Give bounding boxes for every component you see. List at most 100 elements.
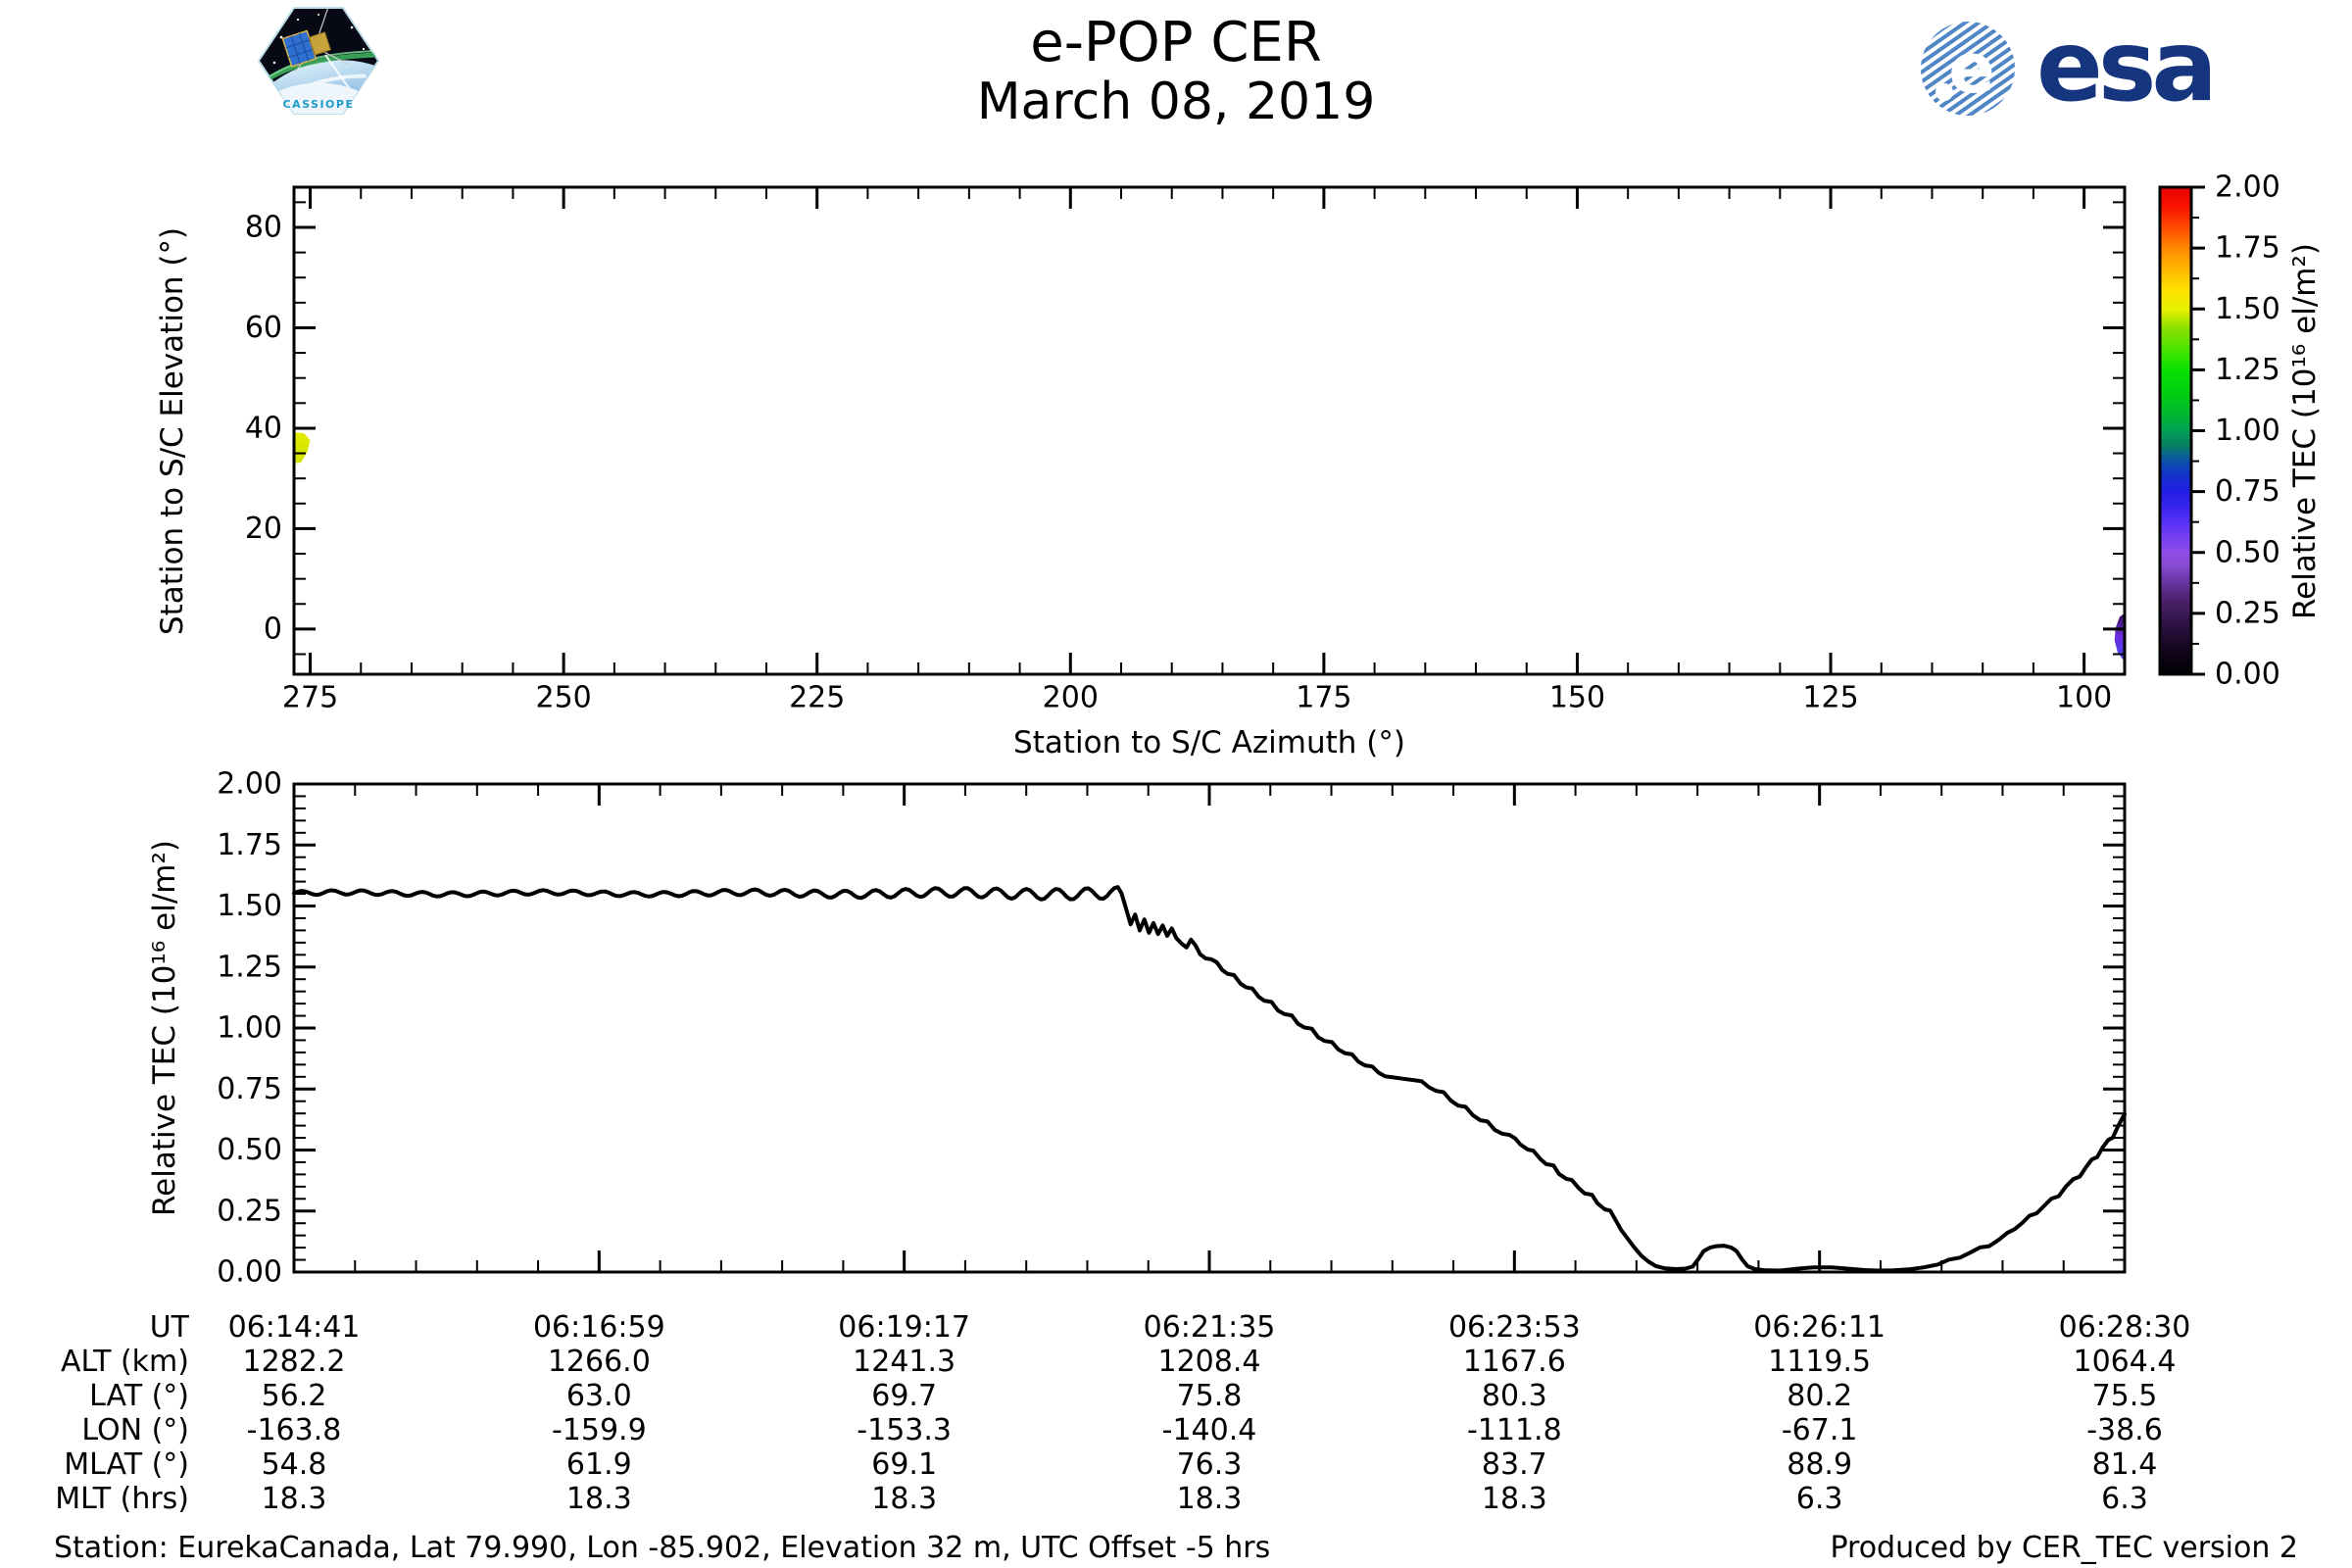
top-plot-y-ticks: 0 20 40 60 80 [245, 201, 2125, 656]
colorbar-label: Relative TEC (10¹⁶ el/m²) [2287, 243, 2323, 619]
top-plot-x-ticks: 275 250 225 200 175 150 125 100 [282, 187, 2112, 715]
table-cell: -163.8 [246, 1413, 342, 1447]
table-cell: 54.8 [261, 1447, 327, 1482]
table-row-label: LON (°) [81, 1413, 189, 1447]
colorbar-gradient [2160, 187, 2191, 674]
bottom-y-tick-label: 0.25 [217, 1194, 282, 1228]
colorbar-tick-label: 0.75 [2215, 474, 2280, 509]
top-x-tick-label: 200 [1043, 681, 1099, 715]
table-cell: 80.3 [1481, 1379, 1547, 1413]
top-x-tick-label: 250 [535, 681, 591, 715]
page-subtitle: March 08, 2019 [976, 73, 1376, 131]
table-cell: 83.7 [1481, 1447, 1547, 1482]
top-plot-xlabel: Station to S/C Azimuth (°) [1013, 725, 1405, 760]
esa-dot [1936, 83, 1953, 101]
beam [324, 54, 353, 93]
table-cell: 69.1 [871, 1447, 938, 1482]
logo-bottom-band [278, 82, 359, 114]
colorbar-tick-label: 0.00 [2215, 658, 2280, 692]
top-x-tick-label: 225 [789, 681, 845, 715]
table-row-label: MLT (hrs) [55, 1482, 189, 1516]
table-cell: 75.8 [1176, 1379, 1243, 1413]
table-cell: 88.9 [1787, 1447, 1853, 1482]
table-cell: 6.3 [2101, 1482, 2148, 1516]
table-cell: -67.1 [1781, 1413, 1858, 1447]
table-cell: 18.3 [871, 1482, 938, 1516]
table-cell: 18.3 [1481, 1482, 1547, 1516]
table-cell: 06:16:59 [532, 1310, 665, 1345]
top-y-tick-label: 20 [245, 512, 282, 546]
bottom-y-tick-label: 1.00 [217, 1011, 282, 1046]
colorbar-tick-label: 0.25 [2215, 596, 2280, 630]
colorbar-tick-label: 1.75 [2215, 231, 2280, 266]
top-y-tick-label: 60 [245, 311, 282, 345]
footer-produced-by: Produced by CER_TEC version 2 [1830, 1531, 2298, 1565]
colorbar-tick-label: 0.50 [2215, 535, 2280, 569]
satellite [281, 8, 350, 73]
table-cell: 63.0 [565, 1379, 632, 1413]
table-cell: 06:23:53 [1447, 1310, 1581, 1345]
top-x-tick-label: 175 [1296, 681, 1351, 715]
esa-logo: e [1921, 22, 2015, 116]
colorbar-tick-label: 2.00 [2215, 171, 2280, 205]
table-cell: 06:21:35 [1143, 1310, 1276, 1345]
table-cell: 76.3 [1176, 1447, 1243, 1482]
table-cell: -140.4 [1161, 1413, 1257, 1447]
table-cell: 1241.3 [853, 1345, 956, 1379]
top-y-tick-label: 80 [245, 210, 282, 244]
top-y-tick-label: 40 [245, 411, 282, 445]
table-cell: 06:14:41 [227, 1310, 361, 1345]
table-cell: 1167.6 [1462, 1345, 1566, 1379]
table-cell: 06:28:30 [2058, 1310, 2191, 1345]
bottom-y-tick-label: 0.75 [217, 1072, 282, 1106]
table-cell: 61.9 [565, 1447, 632, 1482]
top-plot-ylabel: Station to S/C Elevation (°) [155, 226, 190, 636]
page-title: e-POP CER [1030, 11, 1322, 74]
bottom-plot-y-ticks: 0.00 0.25 0.50 0.75 1.00 1.25 1.50 1.75 2.00 [217, 767, 2125, 1290]
cassiope-label: CASSIOPE [283, 98, 355, 111]
track-end-purple-patch [2114, 612, 2125, 661]
table-row-label: LAT (°) [89, 1379, 189, 1413]
table-cell: 18.3 [565, 1482, 632, 1516]
bottom-y-tick-label: 1.50 [217, 889, 282, 923]
table-row-label: UT [149, 1310, 189, 1345]
aurora-arc [261, 52, 378, 85]
table-row-label: MLAT (°) [64, 1447, 189, 1482]
table-cell: 56.2 [261, 1379, 327, 1413]
cassiope-logo: CASSIOPE [257, 7, 380, 115]
table-cell: 80.2 [1787, 1379, 1853, 1413]
track-start-yellow-patch [294, 432, 311, 464]
table-cell: 75.5 [2091, 1379, 2158, 1413]
top-elevation-azimuth-plot: 275 250 225 200 175 150 125 100 0 20 40 60 80 [245, 185, 2127, 715]
table-cell: 1266.0 [547, 1345, 651, 1379]
table-cell: 06:19:17 [838, 1310, 971, 1345]
top-y-tick-label: 0 [264, 612, 282, 646]
colorbar-tick-label: 1.25 [2215, 353, 2280, 387]
bottom-plot-ylabel: Relative TEC (10¹⁶ el/m²) [147, 840, 182, 1216]
colorbar: 0.00 0.25 0.50 0.75 1.00 1.25 1.50 1.75 2.00 [2158, 171, 2280, 692]
bottom-y-tick-label: 2.00 [217, 767, 282, 802]
table-cell: -153.3 [857, 1413, 953, 1447]
top-x-tick-label: 275 [282, 681, 338, 715]
table-cell: 69.7 [871, 1379, 938, 1413]
bottom-tec-time-plot: 0.00 0.25 0.50 0.75 1.00 1.25 1.50 1.75 2.00 [217, 767, 2127, 1290]
top-x-tick-label: 150 [1549, 681, 1605, 715]
table-cell: 6.3 [1795, 1482, 1843, 1516]
top-x-tick-label: 100 [2056, 681, 2112, 715]
bottom-y-tick-label: 0.50 [217, 1133, 282, 1167]
cassiope-art [259, 8, 378, 114]
colorbar-tick-label: 1.50 [2215, 292, 2280, 326]
bottom-plot-x-ticks [292, 784, 2127, 1272]
tec-curve [292, 885, 2127, 1273]
esa-wordmark: esa [2036, 9, 2218, 123]
table-cell: 81.4 [2091, 1447, 2158, 1482]
bottom-y-tick-label: 1.75 [217, 828, 282, 862]
table-cell: -159.9 [551, 1413, 647, 1447]
table-cell: -38.6 [2086, 1413, 2163, 1447]
tec-track-patches [294, 432, 2125, 661]
esa-e-glyph: e [1948, 28, 1994, 109]
bottom-y-tick-label: 1.25 [217, 950, 282, 984]
table-cell: 1119.5 [1768, 1345, 1872, 1379]
